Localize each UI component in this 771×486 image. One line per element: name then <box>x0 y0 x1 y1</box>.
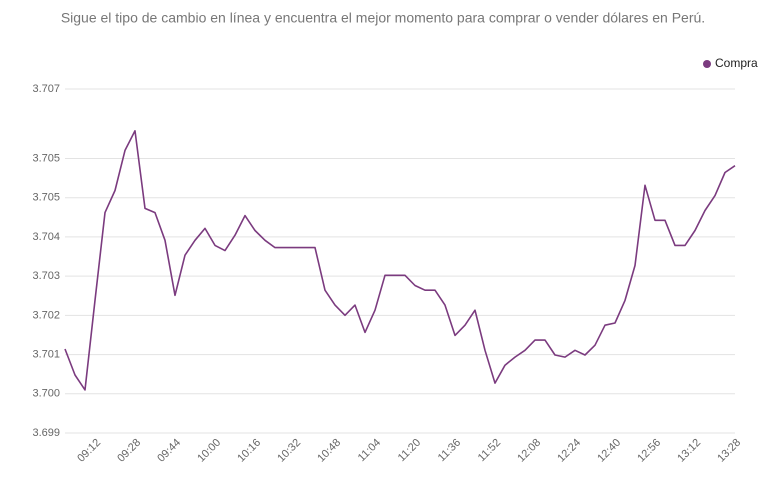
x-tick-label: 12:24 <box>555 437 583 465</box>
x-tick-label: 10:00 <box>195 437 223 465</box>
y-tick-label: 3.701 <box>32 348 60 360</box>
legend-marker <box>703 60 711 68</box>
y-tick-label: 3.703 <box>32 270 60 282</box>
x-tick-label: 11:36 <box>436 437 463 464</box>
line-series <box>64 130 736 391</box>
y-tick-label: 3.699 <box>32 427 60 439</box>
x-tick-label: 10:16 <box>235 437 263 465</box>
legend-label: Compra <box>715 56 758 70</box>
x-tick-label: 11:20 <box>396 437 423 464</box>
x-tick-label: 12:56 <box>635 437 663 465</box>
y-tick-label: 3.707 <box>32 83 60 95</box>
x-tick-label: 13:28 <box>715 437 743 465</box>
x-tick-label: 12:40 <box>595 437 623 465</box>
x-tick-label: 13:12 <box>675 437 703 465</box>
chart-subtitle: Sigue el tipo de cambio en línea y encue… <box>61 10 705 26</box>
x-tick-label: 11:52 <box>476 437 503 464</box>
y-tick-label: 3.702 <box>32 309 60 321</box>
x-tick-label: 09:12 <box>75 437 103 465</box>
x-tick-label: 10:32 <box>275 437 303 465</box>
x-tick-label: 09:28 <box>115 437 143 465</box>
y-tick-label: 3.705 <box>32 152 60 164</box>
x-tick-label: 09:44 <box>155 437 183 465</box>
y-tick-label: 3.704 <box>32 231 60 243</box>
x-tick-label: 12:08 <box>515 437 543 465</box>
y-tick-label: 3.700 <box>32 388 60 400</box>
y-tick-label: 3.705 <box>32 192 60 204</box>
x-tick-label: 11:04 <box>356 437 383 464</box>
x-tick-label: 10:48 <box>315 437 343 465</box>
